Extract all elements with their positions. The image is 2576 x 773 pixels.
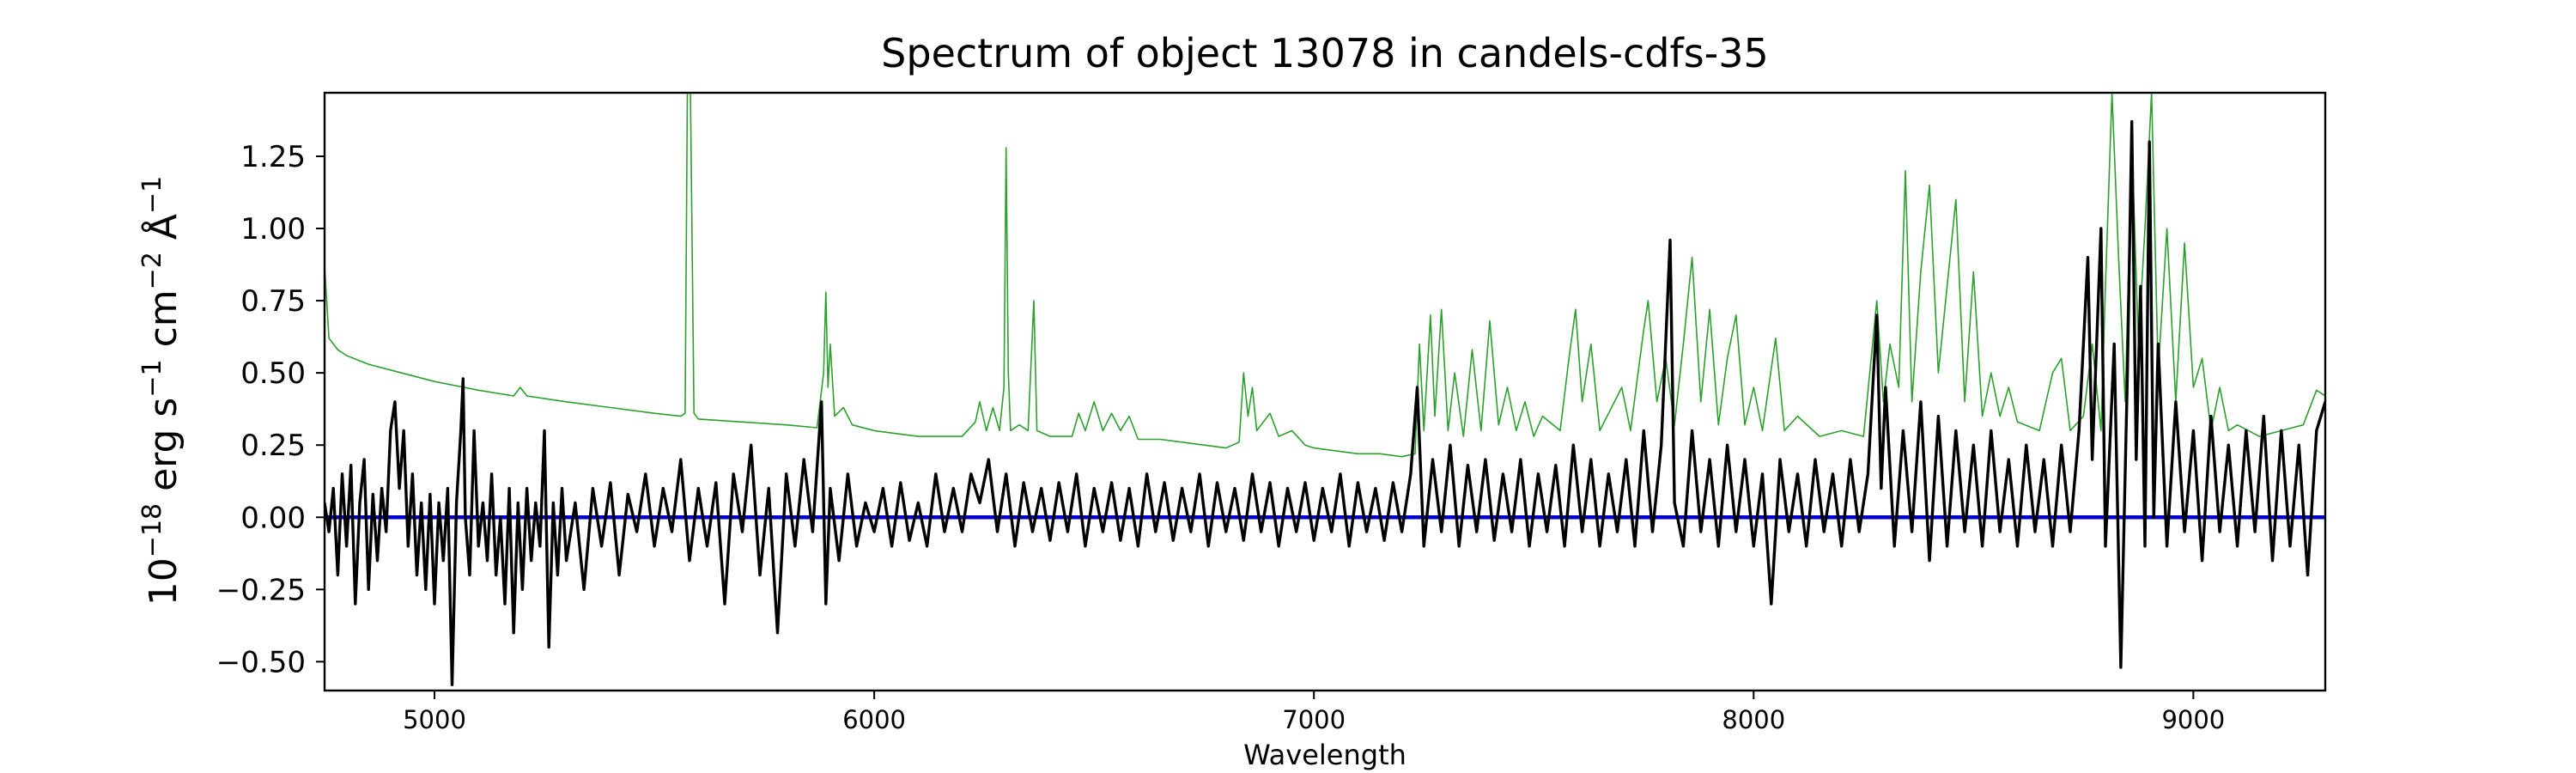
y-label-angstrom: Å [140,214,185,252]
y-label-cm-exponent: −2 [137,252,167,289]
plot-frame [323,91,2327,692]
y-tick-label: 0.50 [240,356,306,391]
chart-title: Spectrum of object 13078 in candels-cdfs… [881,30,1769,76]
x-tick-label: 5000 [403,705,466,734]
y-tick-label: 1.25 [240,140,306,174]
y-label-cm: cm [142,289,185,359]
plot-area [323,91,2327,692]
y-tick-label: 1.00 [240,212,306,247]
x-tick-label: 7000 [1282,705,1346,734]
y-tick-label: −0.50 [216,645,306,679]
x-tick-label: 9000 [2161,705,2225,734]
y-label-exponent: −18 [137,503,167,557]
x-tick-label: 8000 [1722,705,1785,734]
x-axis: 5000 6000 7000 8000 9000 [403,691,2225,734]
y-label-s-exponent: −1 [137,359,167,397]
series-line-flux [325,119,2325,686]
y-label-angstrom-exponent: −1 [137,176,167,214]
x-axis-label: Wavelength [1243,739,1406,771]
y-tick-label: 0.00 [240,501,306,535]
y-tick-label: 0.25 [240,429,306,463]
y-label-erg-s: erg s [142,398,185,503]
series-line-noise [325,93,2325,458]
x-tick-label: 6000 [842,705,906,734]
y-tick-label: 0.75 [240,284,306,319]
y-tick-label: −0.25 [216,573,306,607]
y-axis-label: 10−18 erg s−1 cm−2 Å−1 [137,176,185,606]
y-label-base: 10 [142,557,185,606]
y-axis: −0.50 −0.25 0.00 0.25 0.50 0.75 1.00 1.25 [216,140,325,679]
